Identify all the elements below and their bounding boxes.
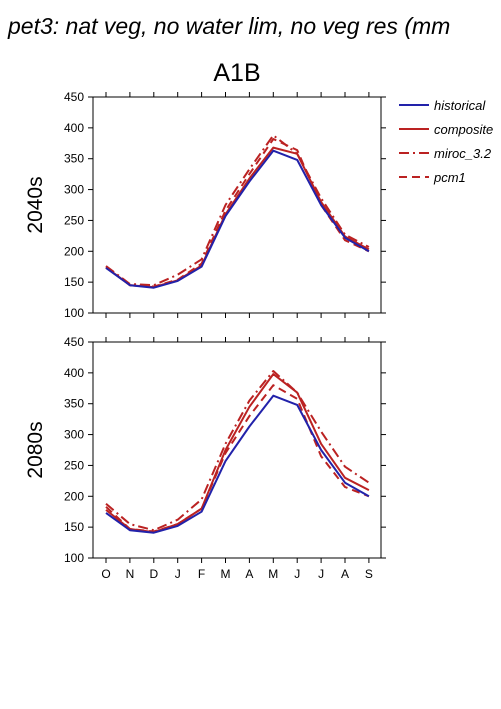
x-tick-label: D [149,567,158,581]
x-tick-label: M [268,567,278,581]
y-tick-label: 250 [64,213,84,227]
y-tick-label: 300 [64,428,84,442]
scenario-title: A1B [213,59,260,87]
y-tick-label: 200 [64,489,84,503]
plot-frame [92,341,382,559]
y-tick-label: 350 [64,397,84,411]
series-line-historical [105,149,370,289]
series-line-miroc-3-2 [105,134,370,287]
y-tick-label: 250 [64,458,84,472]
legend: historical composite miroc_3.2 pcm1 [399,98,493,185]
x-tick-label: A [245,567,253,581]
y-tick-label: 200 [64,244,84,258]
x-tick-label: F [198,567,205,581]
x-tick-label: J [318,567,324,581]
series-line-pcm1 [105,384,370,533]
panel-label: 2040s [24,176,47,233]
y-tick-label: 350 [64,152,84,166]
figure-title: pet3: nat veg, no water lim, no veg res … [7,13,450,39]
y-tick-label: 150 [64,520,84,534]
x-tick-label: O [101,567,110,581]
panel-2040s: 100 150 200 250 300 350 400 450 2040s [24,90,386,320]
x-tick-label: S [365,567,373,581]
panel-label: 2080s [24,421,47,478]
series-line-miroc-3-2 [105,370,370,532]
y-tick-label: 100 [64,306,84,320]
x-tick-label: A [341,567,349,581]
y-tick-label: 400 [64,366,84,380]
legend-label: historical [434,98,486,113]
y-tick-label: 300 [64,183,84,197]
y-tick-label: 450 [64,335,84,349]
x-tick-label: N [126,567,135,581]
legend-label: pcm1 [433,170,466,185]
y-tick-label: 400 [64,121,84,135]
y-tick-label: 150 [64,275,84,289]
plot-frame [92,96,382,314]
series-line-historical [105,394,370,534]
x-tick-label: M [221,567,231,581]
x-tick-label: J [175,567,181,581]
legend-label: miroc_3.2 [434,146,492,161]
series-line-composite [105,373,370,534]
legend-label: composite [434,122,493,137]
y-tick-label: 100 [64,551,84,565]
x-tick-label: J [294,567,300,581]
y-tick-label: 450 [64,90,84,104]
